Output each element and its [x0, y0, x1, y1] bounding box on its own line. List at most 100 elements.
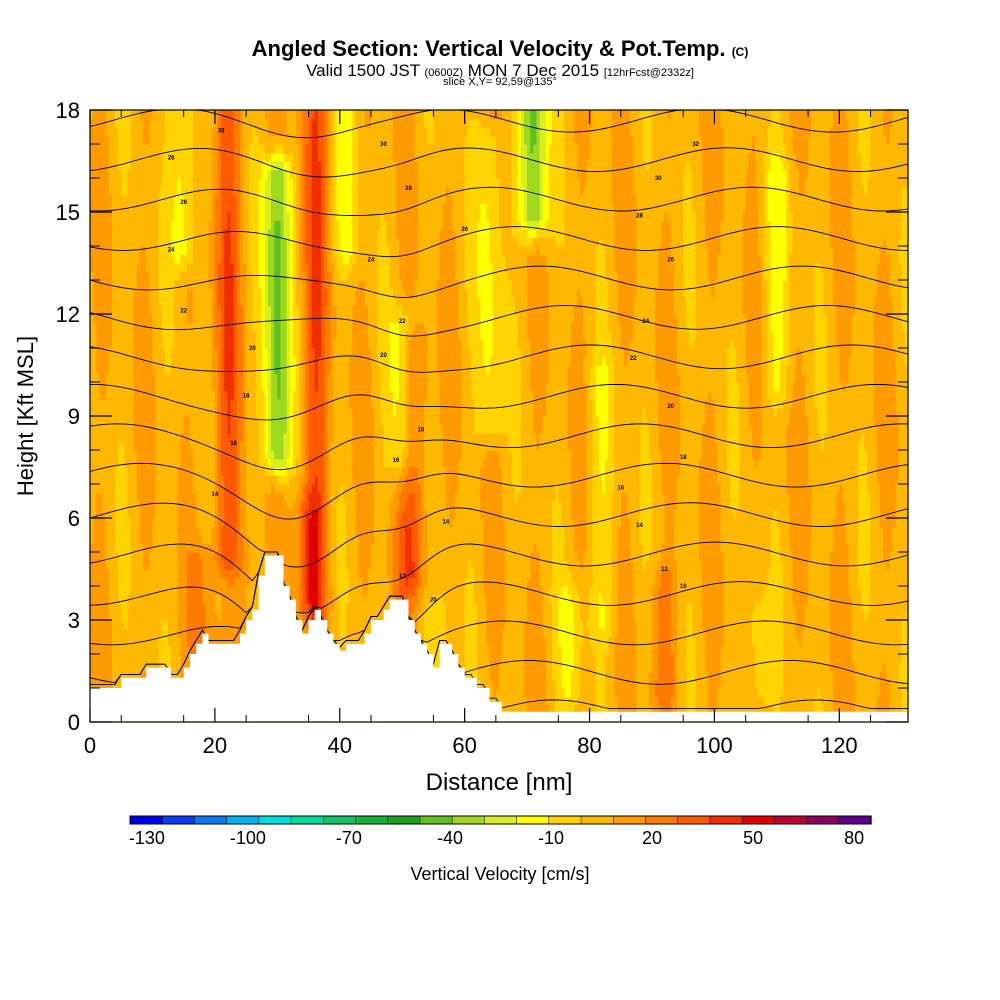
- velocity-cell: [93, 577, 97, 587]
- velocity-cell: [93, 348, 97, 358]
- velocity-cell: [124, 441, 129, 451]
- velocity-cell: [155, 416, 160, 426]
- velocity-cell: [108, 577, 113, 587]
- velocity-cell: [146, 628, 150, 638]
- velocity-cell: [111, 339, 116, 349]
- velocity-cell: [93, 424, 97, 434]
- velocity-cell: [130, 501, 135, 511]
- velocity-cell: [118, 144, 122, 154]
- velocity-cell: [133, 220, 138, 230]
- velocity-cell: [105, 382, 110, 392]
- velocity-cell: [90, 297, 94, 307]
- velocity-cell: [111, 212, 116, 222]
- velocity-cell: [105, 450, 110, 460]
- velocity-cell: [118, 118, 122, 128]
- velocity-cell: [96, 569, 100, 579]
- velocity-cell: [146, 195, 150, 205]
- velocity-cell: [96, 441, 100, 451]
- velocity-cell: [149, 509, 154, 519]
- velocity-cell: [127, 263, 132, 273]
- velocity-cell: [114, 433, 119, 443]
- velocity-cell: [130, 467, 135, 477]
- velocity-cell: [139, 212, 144, 222]
- velocity-cell: [143, 373, 147, 383]
- velocity-cell: [114, 484, 119, 494]
- velocity-cell: [127, 152, 132, 162]
- velocity-cell: [99, 322, 104, 332]
- velocity-cell: [152, 356, 157, 366]
- velocity-cell: [146, 552, 150, 562]
- velocity-cell: [158, 458, 163, 468]
- velocity-cell: [130, 475, 135, 485]
- velocity-cell: [105, 501, 110, 511]
- velocity-cell: [139, 263, 144, 273]
- velocity-cell: [99, 407, 104, 417]
- velocity-cell: [133, 127, 138, 137]
- velocity-cell: [130, 433, 135, 443]
- velocity-cell: [124, 458, 129, 468]
- velocity-cell: [105, 212, 110, 222]
- velocity-cell: [152, 203, 157, 213]
- velocity-cell: [96, 314, 100, 324]
- velocity-cell: [136, 348, 141, 358]
- velocity-cell: [118, 152, 122, 162]
- velocity-cell: [121, 433, 125, 443]
- velocity-cell: [118, 492, 122, 502]
- velocity-cell: [136, 603, 141, 613]
- velocity-cell: [152, 212, 157, 222]
- velocity-cell: [105, 560, 110, 570]
- velocity-cell: [114, 654, 119, 664]
- velocity-cell: [90, 229, 94, 239]
- velocity-cell: [121, 314, 125, 324]
- velocity-cell: [152, 169, 157, 179]
- velocity-cell: [149, 118, 154, 128]
- velocity-cell: [152, 280, 157, 290]
- velocity-cell: [114, 586, 119, 596]
- velocity-cell: [155, 169, 160, 179]
- velocity-cell: [99, 280, 104, 290]
- velocity-cell: [102, 552, 107, 562]
- velocity-cell: [124, 339, 129, 349]
- velocity-cell: [99, 671, 104, 681]
- velocity-cell: [96, 492, 100, 502]
- velocity-cell: [105, 475, 110, 485]
- velocity-cell: [114, 203, 119, 213]
- velocity-cell: [111, 569, 116, 579]
- velocity-cell: [121, 441, 125, 451]
- velocity-cell: [130, 365, 135, 375]
- velocity-cell: [155, 365, 160, 375]
- velocity-cell: [130, 212, 135, 222]
- velocity-cell: [136, 280, 141, 290]
- velocity-cell: [108, 399, 113, 409]
- velocity-cell: [124, 118, 129, 128]
- velocity-cell: [111, 382, 116, 392]
- velocity-cell: [93, 535, 97, 545]
- velocity-cell: [108, 484, 113, 494]
- velocity-cell: [130, 637, 135, 647]
- velocity-cell: [124, 186, 129, 196]
- velocity-cell: [136, 390, 141, 400]
- velocity-cell: [143, 407, 147, 417]
- velocity-cell: [152, 118, 157, 128]
- velocity-cell: [105, 356, 110, 366]
- velocity-cell: [136, 620, 141, 630]
- velocity-cell: [152, 365, 157, 375]
- velocity-cell: [99, 526, 104, 536]
- velocity-cell: [114, 475, 119, 485]
- velocity-cell: [133, 407, 138, 417]
- velocity-cell: [136, 373, 141, 383]
- velocity-cell: [121, 331, 125, 341]
- velocity-cell: [139, 424, 144, 434]
- velocity-cell: [118, 450, 122, 460]
- velocity-cell: [121, 475, 125, 485]
- velocity-cell: [111, 458, 116, 468]
- velocity-cell: [105, 679, 110, 689]
- velocity-cell: [121, 161, 125, 171]
- velocity-cell: [146, 526, 150, 536]
- velocity-cell: [130, 271, 135, 281]
- velocity-cell: [105, 373, 110, 383]
- velocity-cell: [149, 501, 154, 511]
- velocity-cell: [124, 416, 129, 426]
- velocity-cell: [102, 152, 107, 162]
- velocity-cell: [96, 450, 100, 460]
